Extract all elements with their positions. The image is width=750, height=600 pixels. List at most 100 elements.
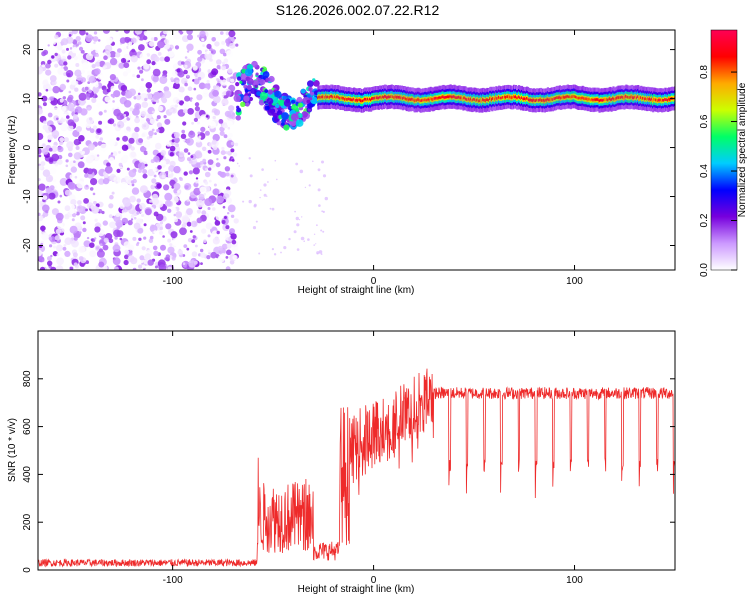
noise-cell <box>219 171 225 178</box>
noise-cell <box>110 93 114 97</box>
noise-cell <box>300 236 305 241</box>
noise-cell <box>94 61 100 67</box>
noise-cell <box>196 209 201 214</box>
noise-cell <box>201 228 207 234</box>
noise-cell <box>112 151 118 157</box>
noise-cell <box>149 118 156 125</box>
noise-cell <box>101 210 105 215</box>
noise-cell <box>94 68 101 75</box>
transition-cell <box>282 95 287 100</box>
noise-cell <box>221 220 226 224</box>
noise-cell <box>230 214 235 218</box>
noise-cell <box>99 74 106 80</box>
noise-cell <box>73 138 81 146</box>
snr-ylabel: SNR (10 * v/v) <box>7 418 18 482</box>
noise-cell <box>120 57 127 64</box>
noise-cell <box>181 61 185 65</box>
noise-cell <box>201 38 205 42</box>
transition-cell <box>283 99 291 107</box>
noise-cell <box>38 214 44 222</box>
noise-cell <box>164 257 168 261</box>
noise-cell <box>169 152 174 157</box>
y-tick-label: 10 <box>22 93 33 105</box>
noise-cell <box>153 250 159 256</box>
noise-cell <box>56 117 59 121</box>
y-tick-label: -10 <box>22 189 33 204</box>
noise-cell <box>126 68 132 74</box>
noise-cell <box>86 168 94 175</box>
noise-cell <box>198 193 205 200</box>
y-tick-label: -20 <box>22 238 33 253</box>
noise-cell <box>212 115 216 120</box>
noise-cell <box>227 126 231 130</box>
noise-cell <box>84 86 89 91</box>
noise-cell <box>41 64 45 68</box>
noise-cell <box>211 139 217 145</box>
noise-cell <box>164 118 171 125</box>
noise-cell <box>173 213 177 217</box>
noise-cell <box>248 157 251 160</box>
noise-cell <box>130 55 138 63</box>
noise-cell <box>64 237 72 245</box>
noise-cell <box>172 63 179 70</box>
noise-cell <box>102 177 110 185</box>
noise-cell <box>65 70 74 78</box>
noise-cell <box>173 218 178 223</box>
noise-cell <box>138 44 145 51</box>
noise-cell <box>236 162 239 165</box>
noise-cell <box>213 183 217 187</box>
noise-cell <box>59 177 68 186</box>
noise-cell <box>208 120 216 129</box>
noise-cell <box>95 53 99 58</box>
noise-cell <box>160 244 166 251</box>
noise-cell <box>227 110 236 119</box>
noise-cell <box>85 260 89 265</box>
transition-cell <box>240 101 246 108</box>
noise-cell <box>293 230 297 234</box>
noise-cell <box>227 204 236 213</box>
noise-cell <box>191 239 196 244</box>
noise-cell <box>207 207 211 210</box>
noise-cell <box>216 78 220 81</box>
noise-cell <box>62 96 66 100</box>
noise-cell <box>159 226 163 231</box>
noise-cell <box>263 183 267 187</box>
noise-cell <box>322 210 325 213</box>
noise-cell <box>97 39 101 42</box>
noise-cell <box>216 158 219 161</box>
noise-cell <box>139 202 146 210</box>
noise-cell <box>137 92 141 96</box>
noise-cell <box>313 244 316 246</box>
noise-cell <box>122 135 129 142</box>
transition-cell <box>237 76 242 81</box>
noise-cell <box>86 236 90 240</box>
noise-cell <box>80 77 87 83</box>
noise-cell <box>221 146 225 151</box>
noise-cell <box>51 130 60 138</box>
noise-cell <box>113 266 119 270</box>
noise-cell <box>234 142 239 147</box>
noise-cell <box>56 244 63 252</box>
noise-cell <box>172 31 181 40</box>
noise-cell <box>177 60 183 66</box>
noise-cell <box>109 74 116 81</box>
noise-cell <box>221 98 229 106</box>
noise-cell <box>190 220 198 228</box>
noise-cell <box>71 46 79 54</box>
noise-cell <box>211 37 216 42</box>
noise-cell <box>47 112 53 118</box>
spectrogram-heatmap <box>38 30 675 270</box>
noise-cell <box>83 240 91 248</box>
noise-cell <box>43 120 47 125</box>
noise-cell <box>231 239 237 245</box>
noise-cell <box>103 109 107 113</box>
noise-cell <box>115 52 121 58</box>
noise-cell <box>129 107 134 112</box>
noise-cell <box>259 189 262 191</box>
noise-cell <box>66 103 75 111</box>
noise-cell <box>167 246 175 254</box>
noise-cell <box>96 154 100 157</box>
transition-cell <box>309 97 313 101</box>
noise-cell <box>60 123 68 132</box>
noise-cell <box>87 107 91 111</box>
